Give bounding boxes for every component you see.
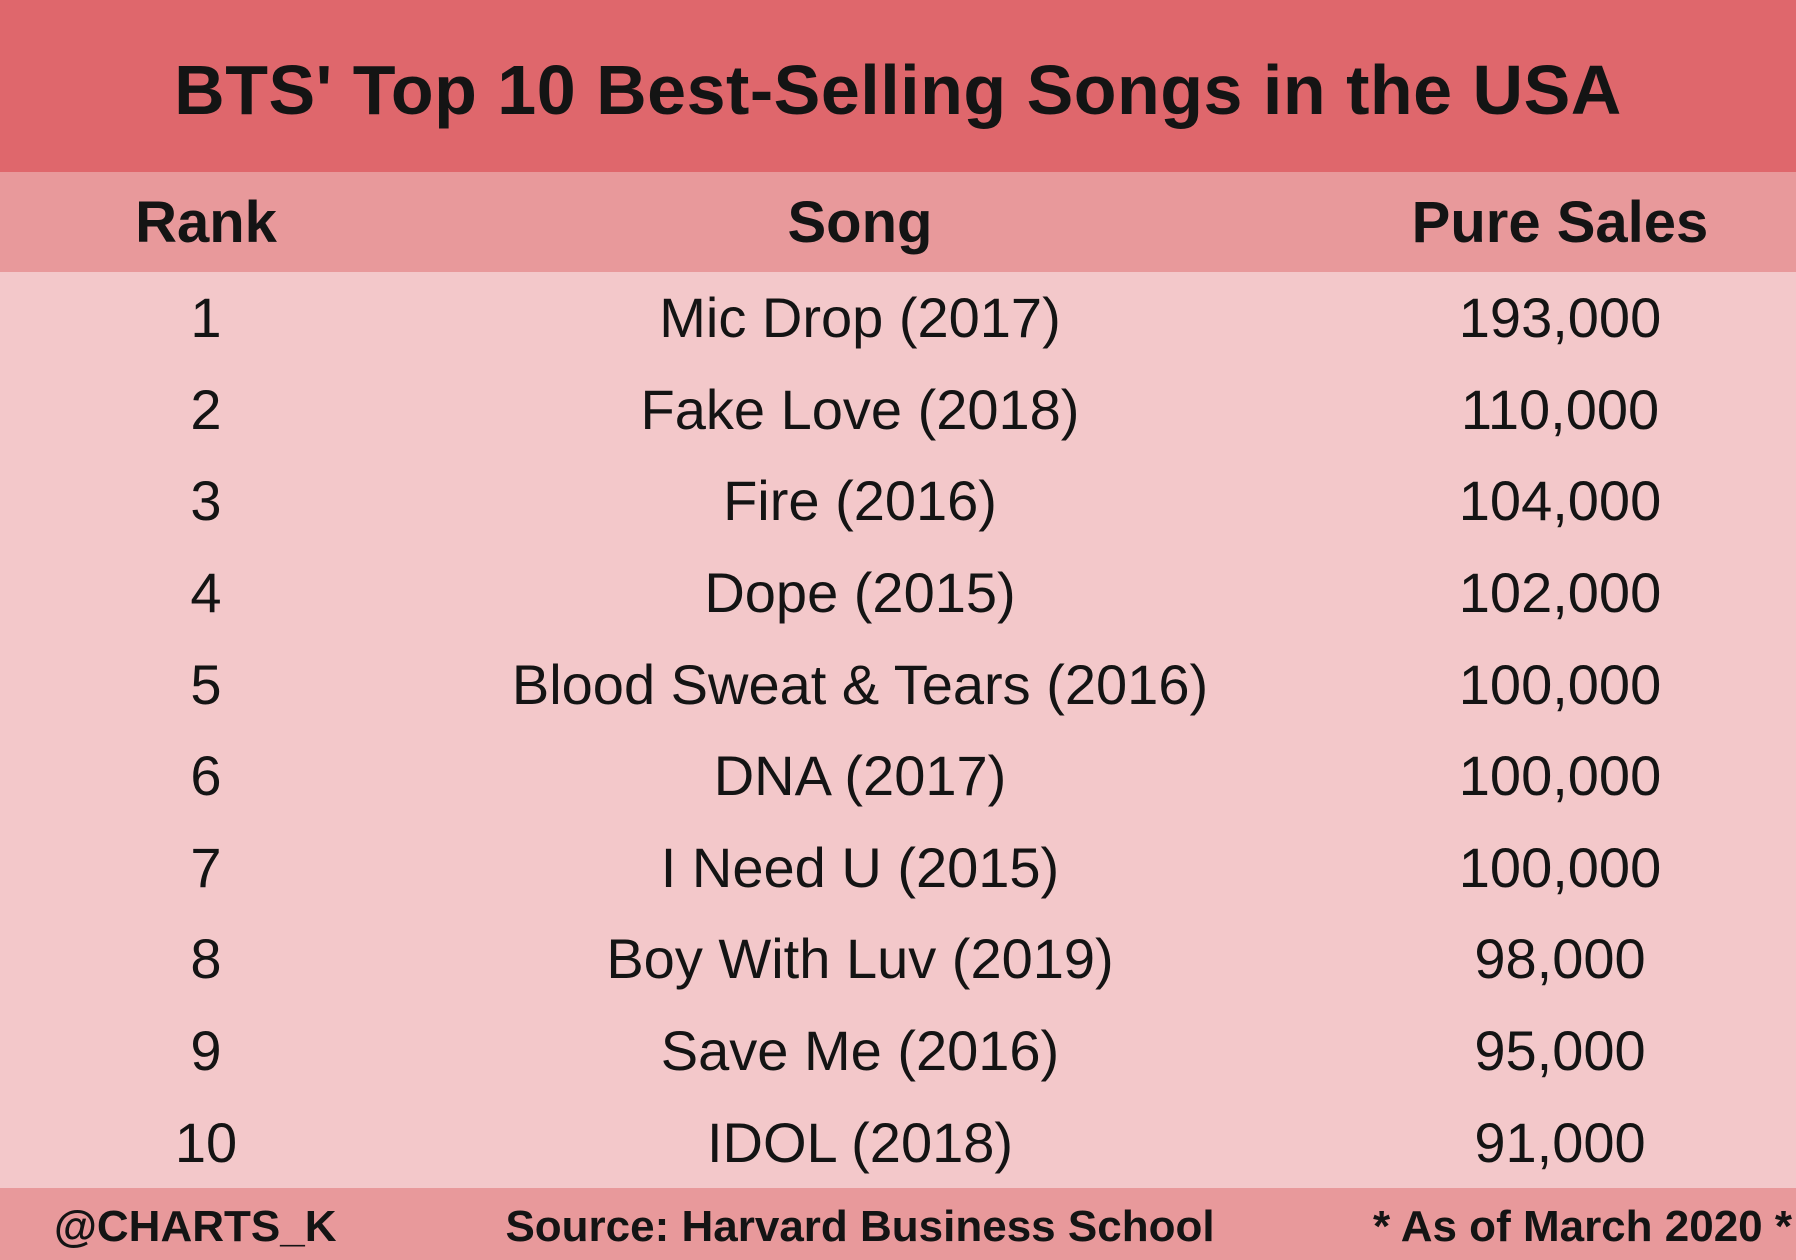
table-row: 6 DNA (2017) 100,000 [0, 730, 1796, 822]
footer-as-of: * As of March 2020 * [1373, 1202, 1792, 1251]
cell-song: Fire (2016) [723, 469, 997, 533]
cell-rank: 2 [190, 377, 222, 441]
cell-pure-sales: 110,000 [1460, 377, 1660, 441]
cell-pure-sales: 104,000 [1458, 469, 1662, 533]
cell-song: Fake Love (2018) [640, 377, 1080, 441]
cell-rank: 4 [190, 561, 222, 625]
cell-pure-sales: 95,000 [1474, 1019, 1646, 1083]
table-row: 10 IDOL (2018) 91,000 [0, 1096, 1796, 1188]
table-row: 8 Boy With Luv (2019) 98,000 [0, 913, 1796, 1005]
table-row: 7 I Need U (2015) 100,000 [0, 822, 1796, 914]
table-row: 9 Save Me (2016) 95,000 [0, 1005, 1796, 1097]
footer-bar: @CHARTS_K Source: Harvard Business Schoo… [0, 1188, 1796, 1260]
cell-rank: 1 [190, 286, 222, 350]
cell-rank: 5 [190, 652, 222, 716]
cell-song: Save Me (2016) [660, 1019, 1060, 1083]
chart-title: BTS' Top 10 Best-Selling Songs in the US… [174, 51, 1622, 129]
cell-rank: 8 [190, 927, 222, 991]
cell-pure-sales: 193,000 [1458, 286, 1662, 350]
table-row: 5 Blood Sweat & Tears (2016) 100,000 [0, 638, 1796, 730]
cell-pure-sales: 91,000 [1474, 1110, 1646, 1174]
cell-rank: 7 [190, 835, 222, 899]
cell-song: Blood Sweat & Tears (2016) [511, 652, 1209, 716]
table-row: 2 Fake Love (2018) 110,000 [0, 364, 1796, 456]
cell-rank: 9 [190, 1019, 222, 1083]
column-header-pure-sales: Pure Sales [1411, 189, 1709, 255]
table-row: 3 Fire (2016) 104,000 [0, 455, 1796, 547]
footer-handle: @CHARTS_K [54, 1202, 337, 1251]
cell-song: DNA (2017) [713, 744, 1007, 808]
cell-pure-sales: 102,000 [1458, 561, 1662, 625]
table-body: 1 Mic Drop (2017) 193,000 2 Fake Love (2018)… [0, 272, 1796, 1188]
footer-source: Source: Harvard Business School [505, 1202, 1215, 1251]
cell-rank: 6 [190, 744, 222, 808]
cell-pure-sales: 100,000 [1458, 652, 1662, 716]
cell-song: Mic Drop (2017) [659, 286, 1061, 350]
cell-rank: 10 [174, 1110, 238, 1174]
table-header: Rank Song Pure Sales [0, 172, 1796, 272]
cell-song: Boy With Luv (2019) [606, 927, 1114, 991]
cell-pure-sales: 100,000 [1458, 835, 1662, 899]
cell-rank: 3 [190, 469, 222, 533]
table-row: 1 Mic Drop (2017) 193,000 [0, 272, 1796, 364]
column-header-song: Song [787, 189, 933, 255]
table-row: 4 Dope (2015) 102,000 [0, 547, 1796, 639]
title-bar: BTS' Top 10 Best-Selling Songs in the US… [0, 0, 1796, 172]
cell-pure-sales: 98,000 [1474, 927, 1646, 991]
column-header-rank: Rank [135, 189, 277, 255]
cell-song: I Need U (2015) [660, 835, 1060, 899]
cell-song: IDOL (2018) [706, 1110, 1014, 1174]
cell-song: Dope (2015) [704, 561, 1016, 625]
cell-pure-sales: 100,000 [1458, 744, 1662, 808]
